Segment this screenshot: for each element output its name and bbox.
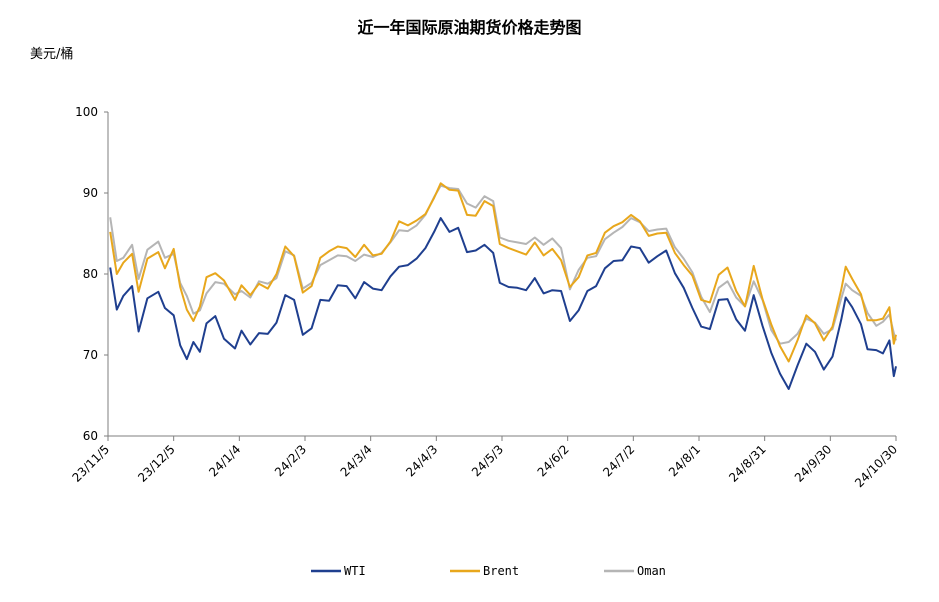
x-tick-label: 24/4/3 bbox=[403, 442, 440, 479]
chart-title: 近一年国际原油期货价格走势图 bbox=[357, 18, 582, 37]
x-tick-label: 24/3/4 bbox=[338, 442, 375, 479]
y-tick-label: 80 bbox=[83, 267, 98, 281]
y-tick-label: 60 bbox=[83, 429, 98, 443]
x-tick-label: 24/8/31 bbox=[726, 442, 769, 485]
legend-label-brent: Brent bbox=[483, 564, 519, 578]
y-tick-label: 100 bbox=[75, 105, 98, 119]
x-tick-label: 24/6/2 bbox=[535, 442, 572, 479]
x-tick-label: 23/12/5 bbox=[135, 442, 178, 485]
x-tick-label: 24/9/30 bbox=[792, 442, 835, 485]
series-line-oman bbox=[109, 184, 897, 345]
x-tick-label: 24/5/3 bbox=[469, 442, 506, 479]
legend-label-wti: WTI bbox=[344, 564, 366, 578]
x-tick-label: 24/10/30 bbox=[852, 442, 900, 490]
y-axis-unit-label: 美元/桶 bbox=[30, 47, 74, 62]
chart-legend: WTI Brent Oman bbox=[311, 564, 666, 578]
legend-label-oman: Oman bbox=[637, 564, 666, 578]
x-tick-label: 23/11/5 bbox=[70, 442, 113, 485]
series-line-wti bbox=[109, 217, 897, 390]
x-tick-label: 24/8/1 bbox=[666, 442, 703, 479]
chart-axes: 60 70 80 90 100 23/11/5 23/12/5 24/1/4 24/2/3 24/… bbox=[70, 105, 901, 490]
y-tick-label: 90 bbox=[83, 186, 98, 200]
x-tick-label: 24/7/2 bbox=[600, 442, 637, 479]
series-lines bbox=[109, 182, 897, 390]
series-line-brent bbox=[109, 182, 897, 363]
y-tick-label: 70 bbox=[83, 348, 98, 362]
x-tick-label: 24/2/3 bbox=[272, 442, 309, 479]
x-tick-label: 24/1/4 bbox=[206, 442, 243, 479]
